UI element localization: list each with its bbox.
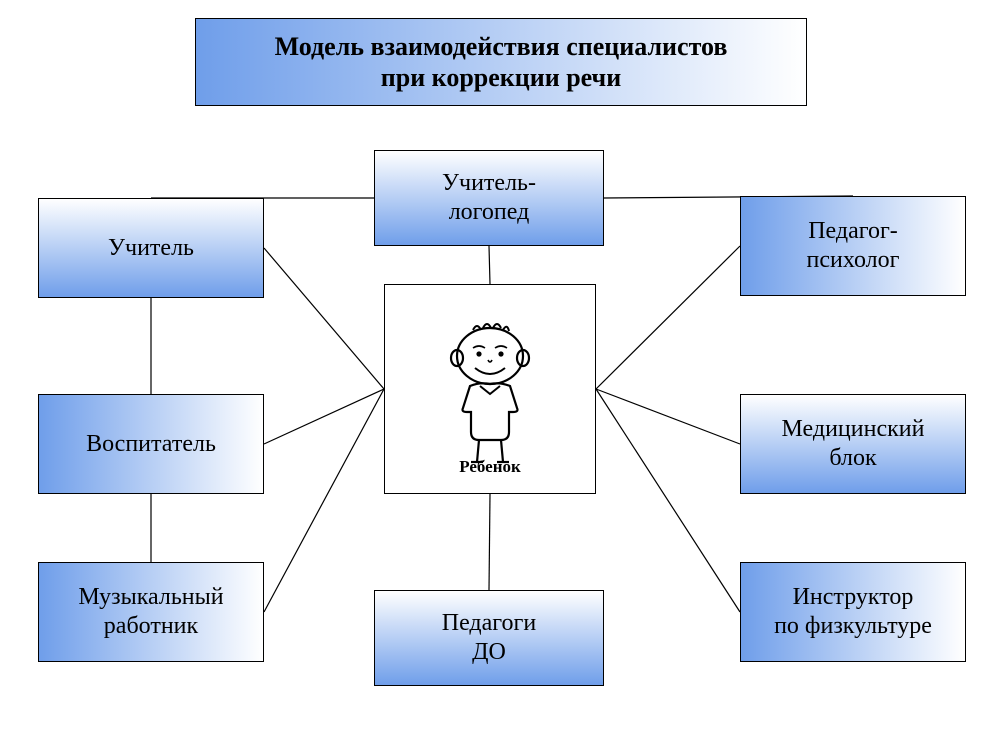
node-label-uchitel: Учитель	[108, 234, 194, 263]
node-fizk: Инструкторпо физкультуре	[740, 562, 966, 662]
node-logoped: Учитель-логопед	[374, 150, 604, 246]
node-psiholog: Педагог-психолог	[740, 196, 966, 296]
node-peddop: ПедагогиДО	[374, 590, 604, 686]
node-label-logoped: Учитель-логопед	[442, 169, 536, 227]
center-label: Ребенок	[385, 457, 595, 477]
title-line2: при коррекции речи	[381, 63, 621, 92]
node-label-fizk: Инструкторпо физкультуре	[774, 583, 932, 641]
node-label-peddop: ПедагогиДО	[442, 609, 536, 667]
title-line1: Модель взаимодействия специалистов	[275, 32, 728, 61]
node-muz: Музыкальныйработник	[38, 562, 264, 662]
node-vospit: Воспитатель	[38, 394, 264, 494]
center-node: Ребенок	[384, 284, 596, 494]
node-label-vospit: Воспитатель	[86, 430, 216, 459]
node-uchitel: Учитель	[38, 198, 264, 298]
node-medblok: Медицинскийблок	[740, 394, 966, 494]
node-label-muz: Музыкальныйработник	[78, 583, 223, 641]
diagram-stage: Модель взаимодействия специалистов при к…	[0, 0, 1002, 740]
node-label-medblok: Медицинскийблок	[782, 415, 925, 473]
node-label-psiholog: Педагог-психолог	[807, 217, 900, 275]
title-box: Модель взаимодействия специалистов при к…	[195, 18, 807, 106]
child-icon	[425, 312, 555, 467]
